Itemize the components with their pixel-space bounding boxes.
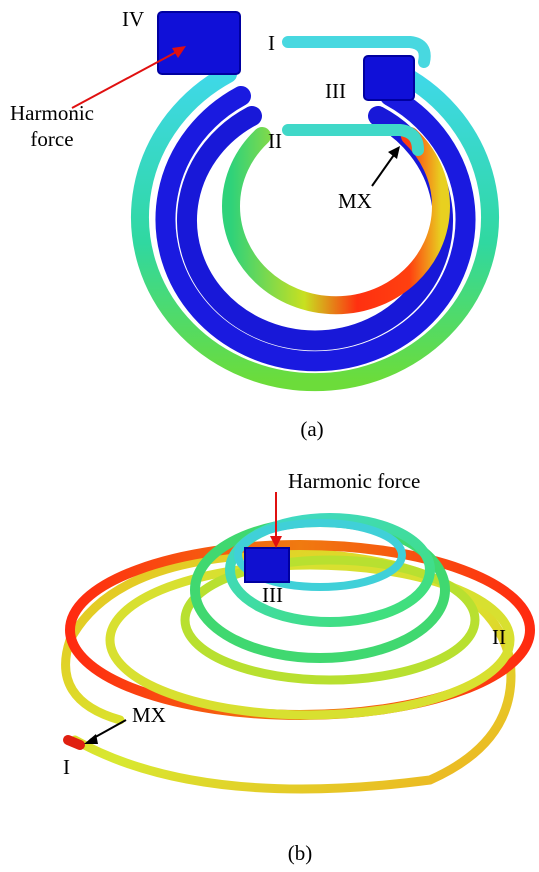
coil-a (140, 12, 490, 382)
figure: IV I III II Harmonic force MX (a) Harmon… (0, 0, 539, 872)
coil-label: II (268, 129, 282, 153)
coil-label: I (268, 31, 275, 55)
force-label: Harmonic (10, 101, 94, 125)
caption: (a) (300, 417, 323, 441)
max-label: MX (338, 189, 372, 213)
force-label: force (30, 127, 73, 151)
coil-label: II (492, 625, 506, 649)
coil-b (66, 518, 530, 789)
coil-label: IV (122, 7, 144, 31)
coil-label: III (325, 79, 346, 103)
force-label: Harmonic force (288, 469, 420, 493)
coil-label: I (63, 755, 70, 779)
max-label: MX (132, 703, 166, 727)
coil-label: III (262, 583, 283, 607)
caption: (b) (288, 841, 313, 865)
